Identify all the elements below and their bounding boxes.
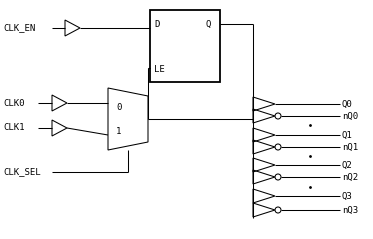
Text: CLK0: CLK0 — [3, 98, 25, 108]
Bar — [150, 10, 220, 82]
Text: 0: 0 — [116, 103, 121, 113]
Text: CLK1: CLK1 — [3, 124, 25, 132]
Text: LE: LE — [154, 65, 165, 75]
Text: nQ1: nQ1 — [342, 142, 358, 152]
Text: Q3: Q3 — [342, 191, 353, 201]
Text: Q0: Q0 — [342, 99, 353, 109]
Text: D: D — [154, 20, 159, 28]
Text: Q1: Q1 — [342, 130, 353, 140]
Text: CLK_EN: CLK_EN — [3, 23, 35, 33]
Text: CLK_SEL: CLK_SEL — [3, 168, 41, 176]
Text: Q2: Q2 — [342, 161, 353, 169]
Text: nQ2: nQ2 — [342, 173, 358, 181]
Text: Q: Q — [206, 20, 211, 28]
Text: nQ3: nQ3 — [342, 206, 358, 214]
Text: nQ0: nQ0 — [342, 112, 358, 120]
Text: 1: 1 — [116, 127, 121, 136]
